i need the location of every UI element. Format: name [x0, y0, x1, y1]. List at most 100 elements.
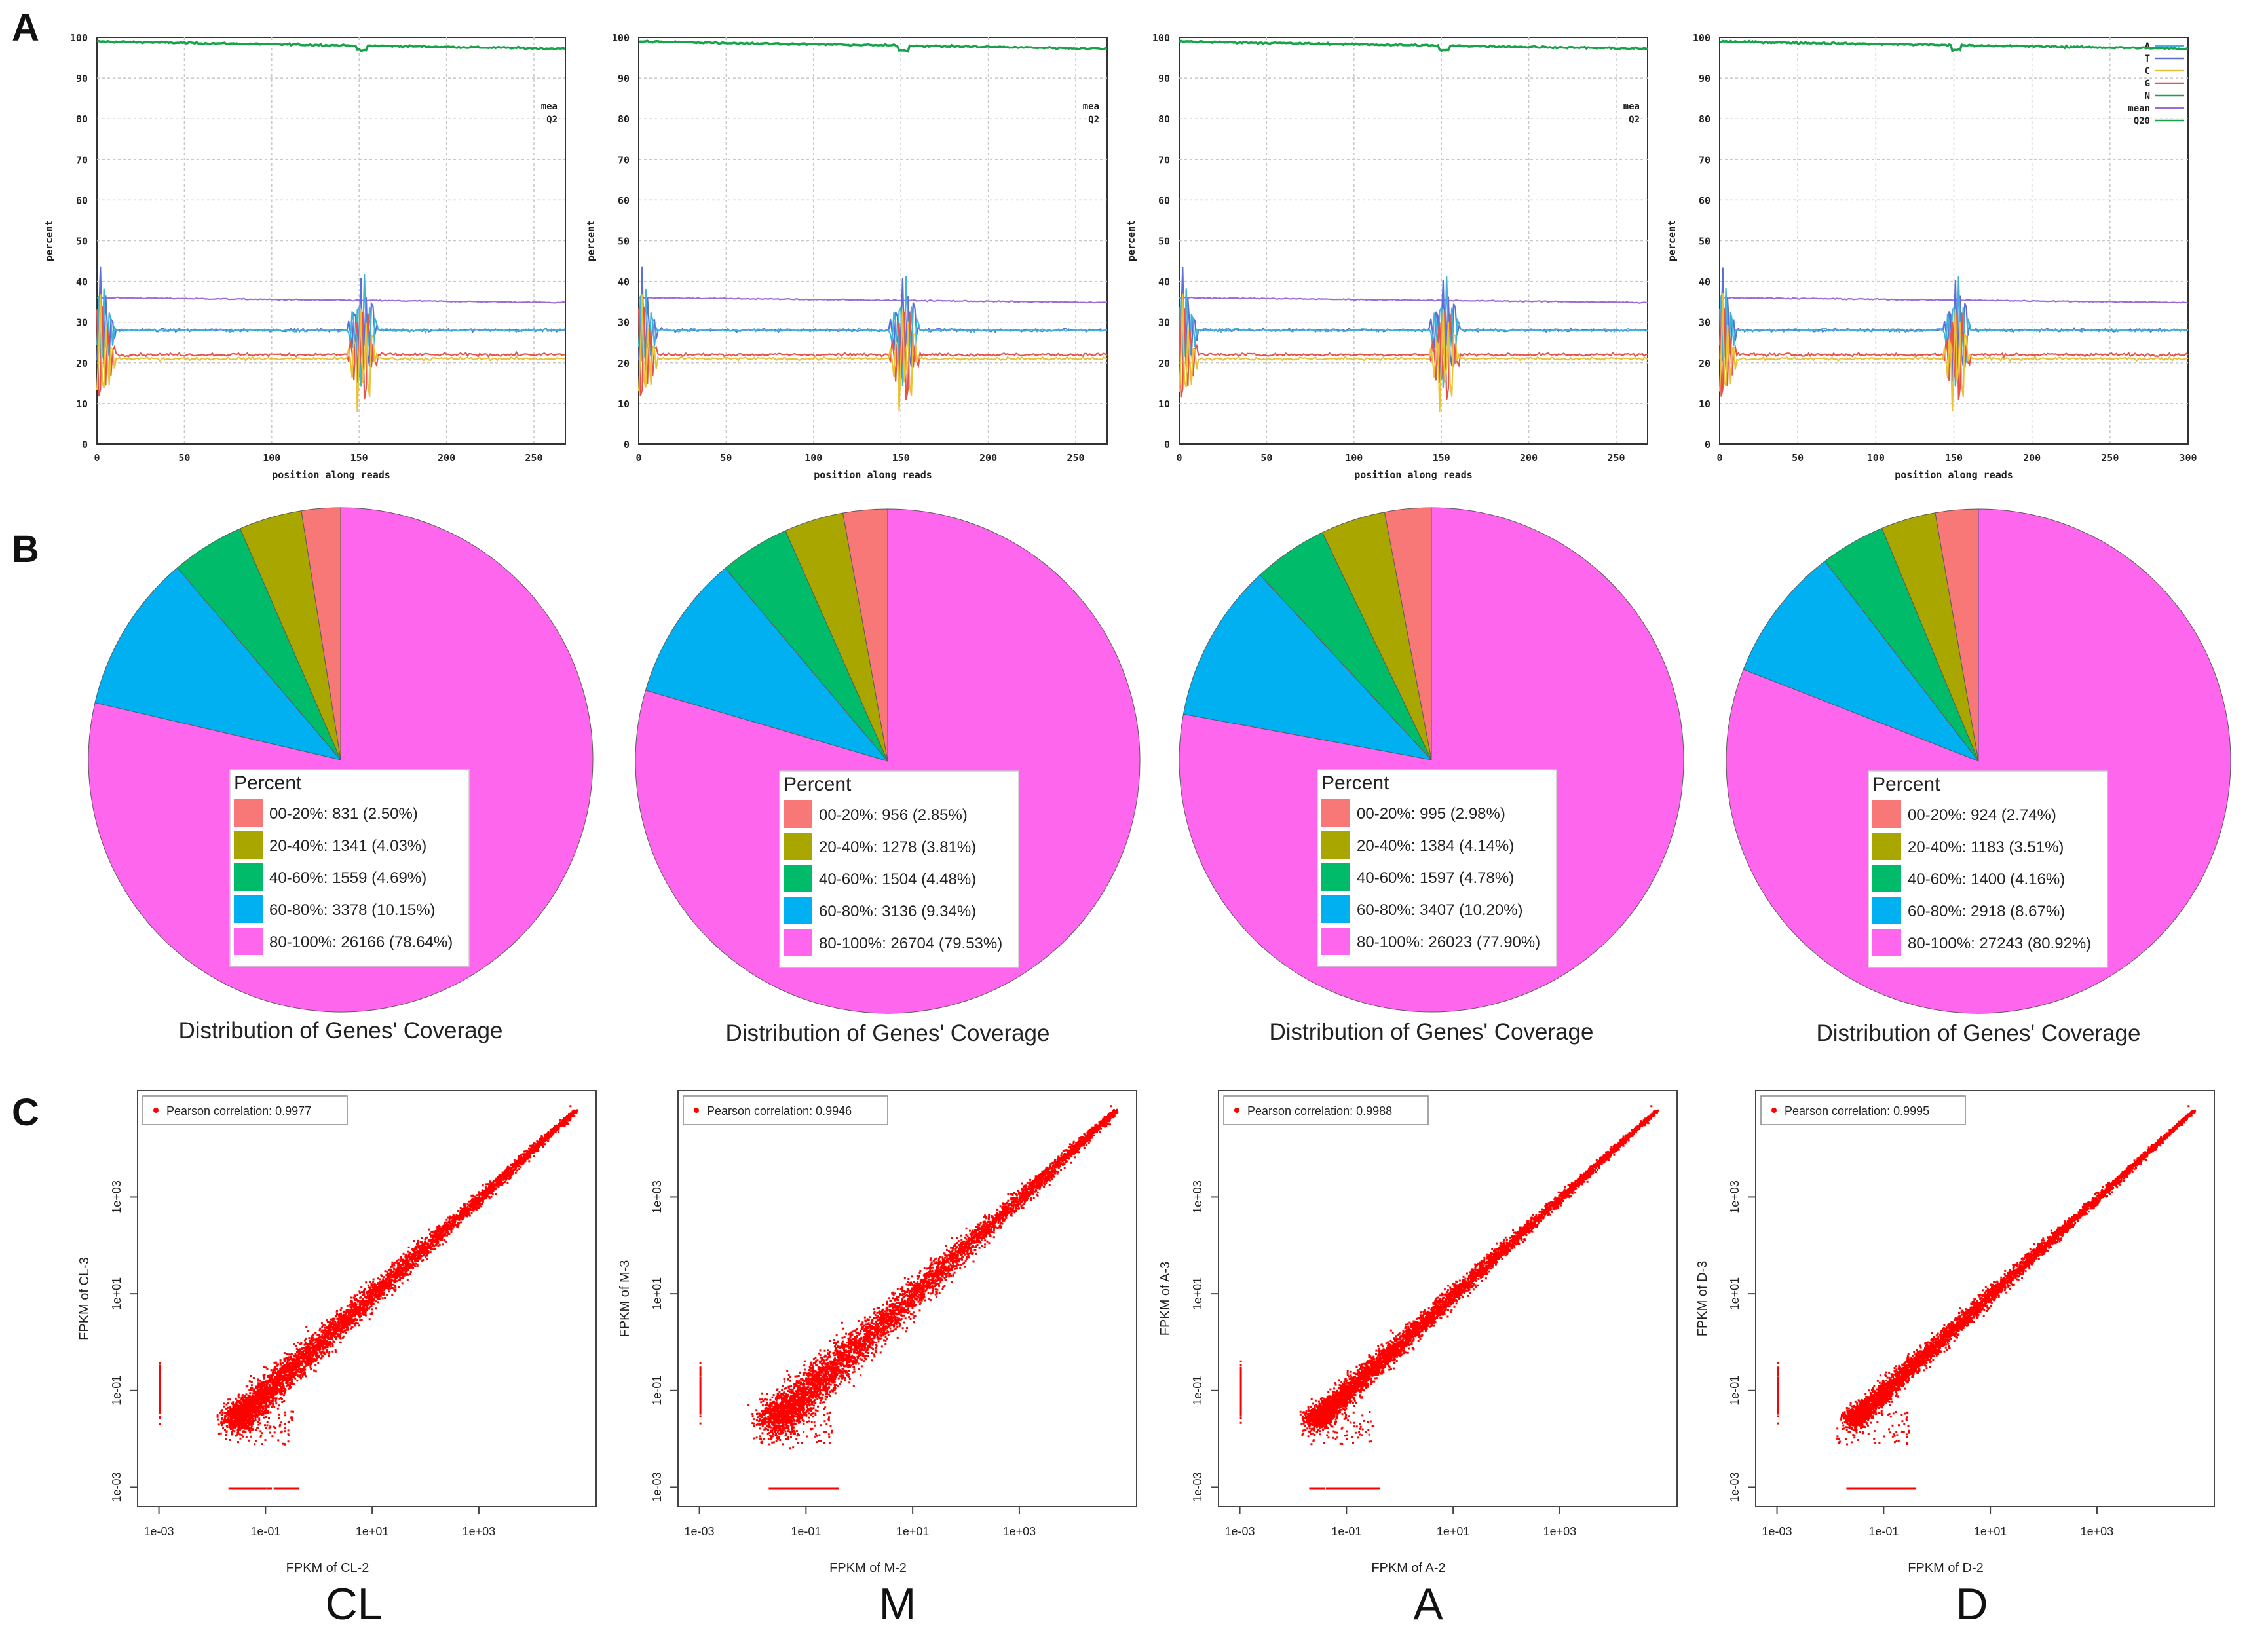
- legend-percent: 79.53%: [944, 935, 997, 952]
- quality-chart-4: 0 10 20 30 40 50 60 70 80 90 100 0 50 100 150 200 250 300…: [1666, 32, 2197, 481]
- legend-label: C: [2145, 66, 2150, 77]
- legend-sep: :: [1962, 806, 1971, 824]
- x-axis-label: position along reads: [272, 469, 390, 481]
- y-tick-label: 20: [1158, 358, 1170, 369]
- series-line-g: [96, 305, 566, 400]
- y-tick-label: 30: [1699, 317, 1710, 329]
- panel-label-c: C: [12, 1091, 39, 1134]
- scatter-legend-box: [1760, 1095, 1966, 1125]
- pie-legend-swatch: [1321, 895, 1350, 923]
- sample-label: M: [879, 1579, 917, 1629]
- y-tick-label: 100: [1693, 32, 1710, 44]
- y-tick-label: 50: [618, 236, 630, 248]
- x-tick-label: 1e+01: [1974, 1525, 2007, 1538]
- y-tick-label: 40: [1699, 276, 1710, 288]
- legend-category: 60-80%: [819, 903, 873, 920]
- pie-title: Distribution of Genes' Coverage: [1817, 1021, 2141, 1046]
- legend-percent: 2.85%: [918, 806, 962, 824]
- legend-close: ): [1500, 805, 1505, 823]
- legend-value: 1278: [882, 838, 917, 856]
- legend-open: (: [917, 871, 926, 888]
- legend-category: 20-40%: [819, 838, 873, 856]
- quality-chart-2: 0 10 20 30 40 50 60 70 80 90 100 0 50 100 150 200 250 pos…: [585, 32, 1108, 481]
- x-tick-label: 250: [1607, 452, 1625, 464]
- correlation-scatter-3: 1e-03 1e-03 1e-01 1e-01 1e+01 1e+01 1e+03 1e+03…: [1158, 1090, 1678, 1575]
- legend-category: 00-20%: [1357, 805, 1411, 823]
- legend-sep: :: [1962, 871, 1971, 888]
- x-tick-label: 1e+01: [356, 1525, 389, 1538]
- y-tick-label: 50: [76, 236, 88, 248]
- scatter-points: [1777, 1105, 2197, 1490]
- legend-sep: :: [882, 935, 890, 952]
- panel-label-a: A: [12, 7, 39, 49]
- x-tick-label: 300: [2179, 452, 2197, 464]
- y-tick-label: 100: [1152, 32, 1170, 44]
- legend-category: 80-100%: [1908, 935, 1971, 952]
- y-tick-label: 1e+03: [1728, 1180, 1741, 1214]
- x-axis-label: position along reads: [1354, 469, 1473, 481]
- y-tick-label: 20: [76, 358, 88, 369]
- y-tick-label: 60: [618, 195, 630, 206]
- legend-sep: :: [324, 869, 332, 887]
- legend-value: 831: [332, 805, 358, 823]
- legend-percent: 78.64%: [394, 933, 447, 951]
- y-tick-label: 70: [618, 154, 630, 166]
- y-axis-label: percent: [585, 220, 597, 261]
- legend-sep: :: [1962, 838, 1971, 856]
- legend-sep: :: [1411, 805, 1420, 823]
- series-line-a: [1718, 276, 2189, 387]
- x-tick-label: 1e-01: [250, 1525, 280, 1538]
- quality-chart-1: 0 10 20 30 40 50 60 70 80 90 100 0 50 100 150 200 250 pos…: [43, 32, 566, 481]
- pie-legend-box: [229, 769, 470, 967]
- legend-value: 1384: [1420, 837, 1454, 855]
- pie-legend-swatch: [1321, 831, 1350, 859]
- pie-legend-title: Percent: [234, 772, 302, 794]
- legend-close: ): [1518, 901, 1523, 919]
- legend-sep: :: [332, 933, 341, 951]
- y-tick-label: 70: [1699, 154, 1710, 166]
- legend-category: 00-20%: [269, 805, 324, 823]
- legend-close: ): [971, 903, 976, 920]
- y-tick-label: 10: [618, 398, 630, 410]
- legend-sep: :: [1411, 901, 1420, 919]
- sample-label: D: [1956, 1579, 1988, 1629]
- y-tick-label: 40: [76, 276, 88, 288]
- series-line-q20: [638, 39, 1108, 53]
- legend-close: ): [2086, 935, 2091, 952]
- legend-category: 40-60%: [1908, 871, 1962, 888]
- x-tick-label: 50: [1792, 452, 1804, 464]
- y-tick-label: 1e+01: [651, 1277, 664, 1311]
- x-tick-label: 200: [2023, 452, 2041, 464]
- legend-open: (: [2023, 935, 2033, 952]
- pie-slice-60-80%: [1182, 574, 1433, 760]
- legend-category: 80-100%: [269, 933, 332, 951]
- scatter-legend-label: Pearson correlation: 0.9977: [166, 1104, 311, 1117]
- pie-legend-entry: 60-80%: 2918 (8.67%): [1908, 903, 2065, 920]
- legend-close: ): [430, 901, 436, 919]
- legend-value: 1400: [1971, 871, 2005, 888]
- y-tick-label: 20: [618, 358, 630, 369]
- pie-legend-entry: 20-40%: 1384 (4.14%): [1357, 837, 1514, 855]
- legend-percent: 2.74%: [2007, 806, 2051, 824]
- y-tick-label: 30: [618, 317, 630, 329]
- legend-percent: 2.50%: [368, 805, 413, 823]
- legend-close: ): [962, 806, 968, 824]
- legend-open: (: [908, 806, 918, 824]
- y-tick-label: 1e-01: [1191, 1376, 1204, 1406]
- correlation-scatter-1: 1e-03 1e-03 1e-01 1e-01 1e+01 1e+01 1e+03 1e+03…: [77, 1090, 597, 1575]
- legend-value: 1597: [1420, 869, 1454, 887]
- scatter-legend-label: Pearson correlation: 0.9995: [1785, 1104, 1929, 1117]
- x-tick-label: 50: [178, 452, 190, 464]
- x-axis-label: position along reads: [814, 469, 932, 481]
- y-tick-label: 50: [1699, 236, 1710, 248]
- y-tick-label: 0: [82, 439, 88, 451]
- y-axis-label: percent: [1666, 220, 1678, 261]
- legend-value: 1341: [332, 837, 367, 855]
- x-tick-label: 50: [1260, 452, 1272, 464]
- pie-title: Distribution of Genes' Coverage: [179, 1018, 503, 1043]
- x-axis-label: FPKM of A-2: [1371, 1561, 1445, 1575]
- legend-category: 60-80%: [269, 901, 324, 919]
- x-axis-label: FPKM of D-2: [1908, 1561, 1984, 1575]
- legend-open: (: [2005, 871, 2015, 888]
- series-line-g: [637, 306, 1108, 400]
